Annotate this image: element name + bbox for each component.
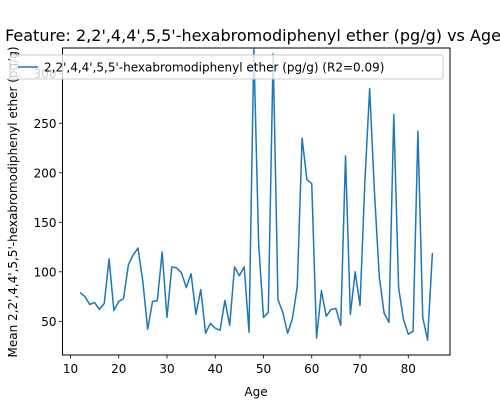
legend-box [9,54,444,80]
legend: 2,2',4,4',5,5'-hexabromodiphenyl ether (… [9,54,444,80]
x-axis-label: Age [244,385,267,399]
chart-title: Feature: 2,2',4,4',5,5'-hexabromodipheny… [5,26,500,45]
x-tick-label: 10 [63,362,78,376]
y-axis-label: Mean 2,2',4,4',5,5'-hexabromodiphenyl et… [6,46,20,357]
x-tick-label: 70 [352,362,367,376]
series-line [79,48,434,341]
x-axis-ticks: 10 20 30 40 50 60 70 80 [63,355,416,376]
x-tick-label: 60 [304,362,319,376]
plot-area-frame [62,47,451,356]
x-tick-label: 20 [111,362,126,376]
y-tick-label: 50 [41,315,56,329]
x-tick-label: 50 [256,362,271,376]
y-tick-label: 150 [34,216,57,230]
legend-label: 2,2',4,4',5,5'-hexabromodiphenyl ether (… [44,61,384,75]
y-tick-label: 100 [34,265,57,279]
x-tick-label: 30 [159,362,174,376]
x-tick-label: 80 [401,362,416,376]
y-axis-ticks: 50100150200250300 [34,67,63,329]
series-group [79,48,434,341]
y-tick-label: 200 [34,166,57,180]
y-tick-label: 250 [34,117,57,131]
x-tick-label: 40 [208,362,223,376]
